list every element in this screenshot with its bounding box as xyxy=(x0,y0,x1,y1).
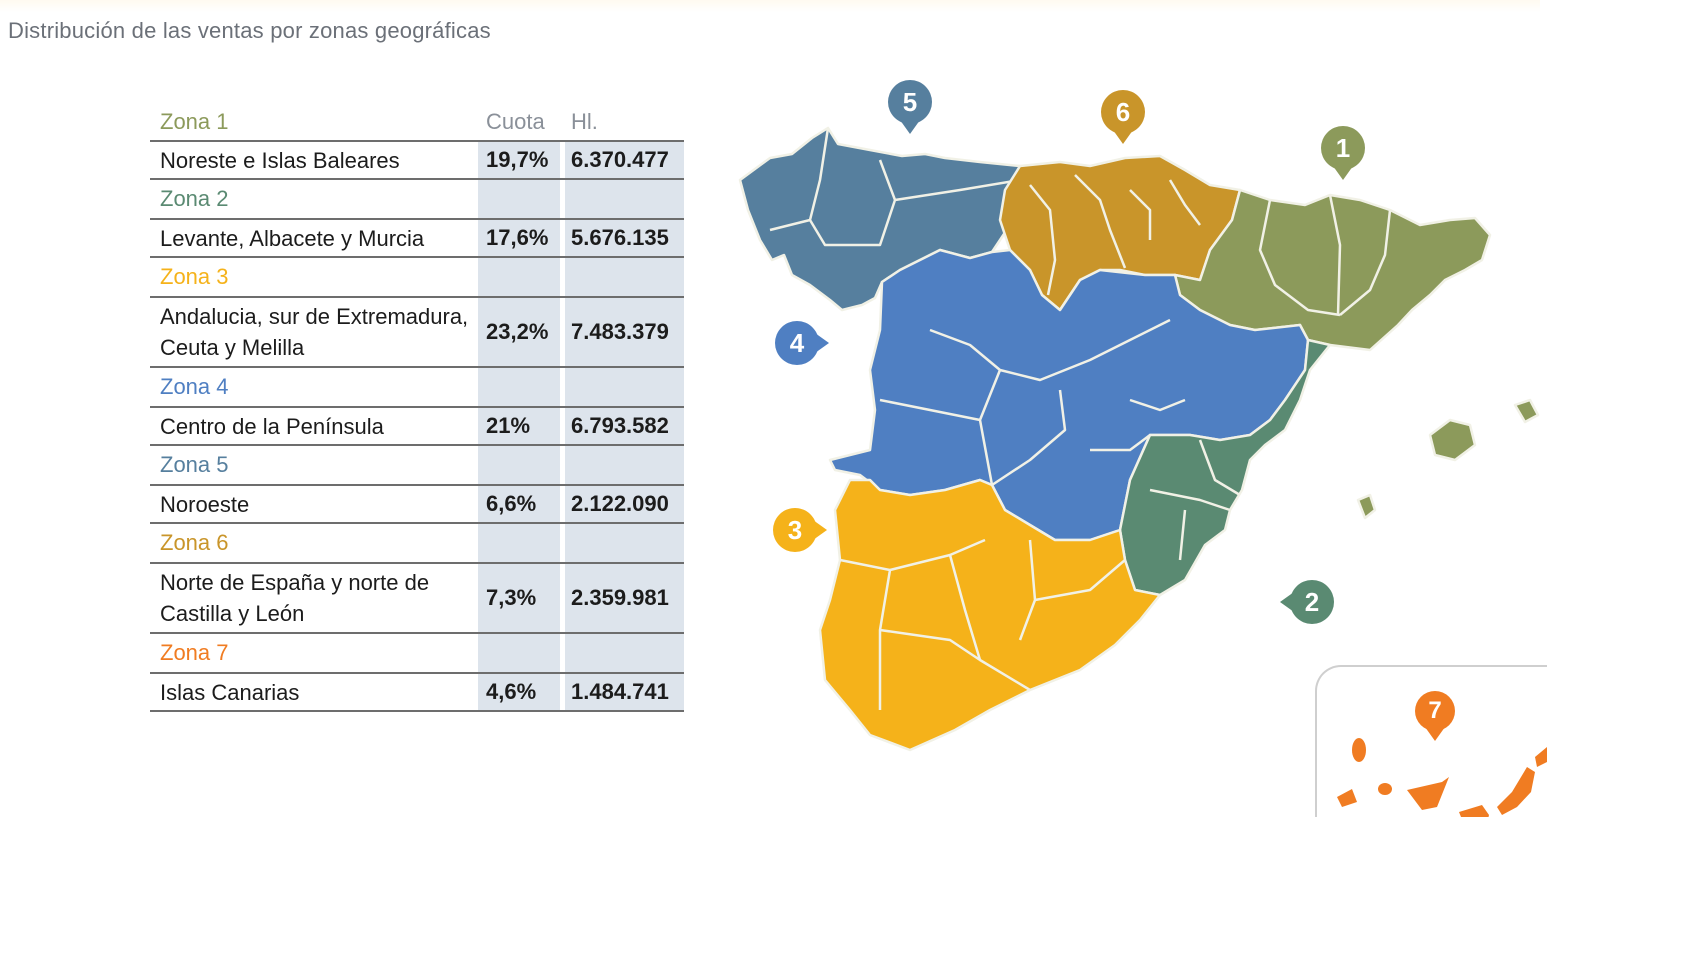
canarias-inset: 7 xyxy=(1315,665,1547,832)
zone-6-pin: 6 xyxy=(1101,90,1145,144)
zone-label: Zona 5 xyxy=(160,452,229,477)
zone-hl: 5.676.135 xyxy=(571,225,669,250)
zone-1-baleares xyxy=(1513,398,1540,424)
table-row: Noroeste 6,6% 2.122.090 xyxy=(150,486,684,524)
zone-1-pin: 1 xyxy=(1321,126,1365,180)
zone-2-pin: 2 xyxy=(1280,580,1334,624)
zone-cuota: 23,2% xyxy=(486,319,549,344)
zone-label: Zona 6 xyxy=(160,530,229,555)
zone-hl: 6.370.477 xyxy=(571,147,669,172)
table-header-row: Zona 1 Cuota Hl. xyxy=(150,104,684,142)
page-title: Distribución de las ventas por zonas geo… xyxy=(8,18,491,43)
table-row: Levante, Albacete y Murcia 17,6% 5.676.1… xyxy=(150,220,684,258)
zone-hl: 2.359.981 xyxy=(571,585,669,610)
table-row: Norte de España y norte de Castilla y Le… xyxy=(150,564,684,634)
zone-1-baleares xyxy=(1356,493,1377,520)
hl-column-bg xyxy=(565,142,684,712)
spain-zones-map: 5 6 1 4 3 2 7 xyxy=(730,70,1560,832)
zone-1-baleares xyxy=(1428,418,1477,462)
zone-label: Zona 2 xyxy=(160,186,229,211)
top-strip xyxy=(0,0,1540,12)
zone-cuota: 6,6% xyxy=(486,491,537,516)
zone-name-line: Andalucia, sur de Extremadura, xyxy=(160,304,469,329)
zone-name: Noroeste xyxy=(160,491,250,517)
zone-4-pin: 4 xyxy=(775,321,829,365)
table-row: Islas Canarias 4,6% 1.484.741 xyxy=(150,674,684,712)
zone-name: Noreste e Islas Baleares xyxy=(160,147,400,173)
zone-5-pin: 5 xyxy=(888,80,932,134)
zone-name: Norte de España y norte de Castilla y Le… xyxy=(150,567,478,629)
zone-cuota: 4,6% xyxy=(486,679,537,704)
zone-label-row: Zona 4 xyxy=(150,368,684,408)
zone-name-line: Norte de España y norte de xyxy=(160,570,430,595)
zone-label: Zona 3 xyxy=(160,264,229,289)
table-row: Centro de la Península 21% 6.793.582 xyxy=(150,408,684,446)
zone-hl: 1.484.741 xyxy=(571,679,669,704)
zone-hl: 2.122.090 xyxy=(571,491,669,516)
zone-name: Levante, Albacete y Murcia xyxy=(160,225,425,251)
column-header-cuota: Cuota xyxy=(486,109,545,134)
cuota-column-bg xyxy=(478,142,560,712)
zone-label: Zona 7 xyxy=(160,640,229,665)
canarias-islands-graphic xyxy=(1337,738,1547,832)
zone-label-row: Zona 2 xyxy=(150,180,684,220)
zone-label-row: Zona 7 xyxy=(150,634,684,674)
zone-cuota: 7,3% xyxy=(486,585,537,610)
zone-label: Zona 1 xyxy=(160,109,229,134)
zone-label-row: Zona 5 xyxy=(150,446,684,486)
zone-hl: 7.483.379 xyxy=(571,319,669,344)
zone-7-pin: 7 xyxy=(1415,691,1455,741)
zone-name: Andalucia, sur de Extremadura, Ceuta y M… xyxy=(150,301,478,363)
zone-cuota: 21% xyxy=(486,413,531,438)
table-row: Andalucia, sur de Extremadura, Ceuta y M… xyxy=(150,298,684,368)
zone-label: Zona 4 xyxy=(160,374,229,399)
zone-cuota: 17,6% xyxy=(486,225,549,250)
zone-name-line: Castilla y León xyxy=(160,601,305,626)
zone-hl: 6.793.582 xyxy=(571,413,669,438)
zone-name-line: Ceuta y Melilla xyxy=(160,335,305,360)
zone-label-row: Zona 6 xyxy=(150,524,684,564)
zone-name: Islas Canarias xyxy=(160,679,300,705)
zone-cuota: 19,7% xyxy=(486,147,549,172)
table-row: Noreste e Islas Baleares 19,7% 6.370.477 xyxy=(150,142,684,180)
zone-label-row: Zona 3 xyxy=(150,258,684,298)
zone-3-region xyxy=(818,478,1162,752)
zone-name: Centro de la Península xyxy=(160,413,384,439)
zone-3-pin: 3 xyxy=(773,508,827,552)
spain-map-graphic xyxy=(738,126,1540,752)
column-header-hl: Hl. xyxy=(571,109,598,134)
sales-by-zone-table: Zona 1 Cuota Hl. Noreste e Islas Baleare… xyxy=(150,104,684,712)
